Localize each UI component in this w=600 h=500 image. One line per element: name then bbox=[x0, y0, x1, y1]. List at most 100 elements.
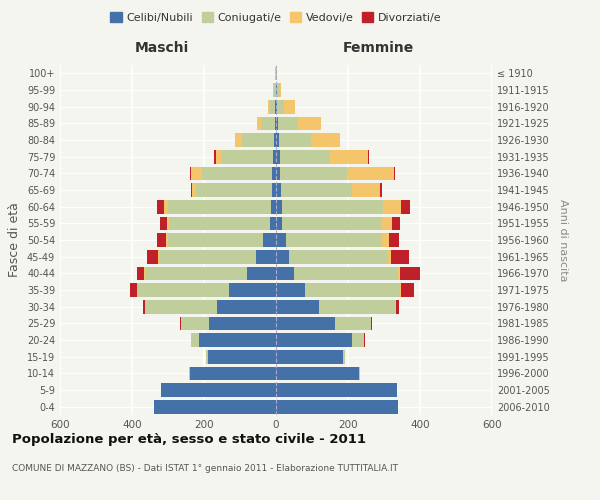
Bar bbox=[191, 183, 192, 197]
Bar bbox=[272, 183, 276, 197]
Bar bbox=[347, 166, 394, 180]
Bar bbox=[209, 316, 276, 330]
Bar bbox=[277, 100, 284, 114]
Bar bbox=[229, 283, 276, 297]
Bar bbox=[289, 250, 388, 264]
Bar bbox=[168, 233, 263, 247]
Bar bbox=[280, 83, 281, 97]
Bar bbox=[199, 333, 276, 347]
Text: Popolazione per età, sesso e stato civile - 2011: Popolazione per età, sesso e stato civil… bbox=[12, 432, 366, 446]
Bar bbox=[145, 300, 217, 314]
Bar bbox=[274, 83, 276, 97]
Bar bbox=[202, 166, 272, 180]
Bar bbox=[167, 216, 169, 230]
Bar bbox=[400, 266, 420, 280]
Bar bbox=[256, 250, 276, 264]
Bar bbox=[330, 150, 368, 164]
Bar bbox=[276, 233, 286, 247]
Bar bbox=[270, 100, 275, 114]
Y-axis label: Fasce di età: Fasce di età bbox=[8, 202, 21, 278]
Bar bbox=[401, 200, 410, 213]
Bar bbox=[305, 283, 400, 297]
Bar bbox=[166, 233, 168, 247]
Bar bbox=[276, 250, 289, 264]
Bar bbox=[319, 300, 395, 314]
Bar bbox=[276, 200, 283, 213]
Bar bbox=[276, 150, 280, 164]
Bar bbox=[281, 183, 352, 197]
Text: Maschi: Maschi bbox=[135, 41, 189, 55]
Bar bbox=[283, 216, 382, 230]
Bar bbox=[276, 283, 305, 297]
Bar bbox=[276, 333, 352, 347]
Bar bbox=[179, 316, 181, 330]
Bar bbox=[398, 266, 400, 280]
Bar bbox=[352, 333, 364, 347]
Bar bbox=[235, 133, 242, 147]
Bar bbox=[276, 400, 398, 413]
Bar bbox=[276, 116, 278, 130]
Bar bbox=[352, 183, 380, 197]
Bar bbox=[144, 266, 145, 280]
Bar bbox=[368, 150, 369, 164]
Bar bbox=[284, 100, 295, 114]
Bar bbox=[158, 250, 159, 264]
Bar bbox=[276, 366, 359, 380]
Bar bbox=[137, 283, 229, 297]
Bar bbox=[276, 133, 279, 147]
Bar bbox=[214, 150, 215, 164]
Bar bbox=[189, 366, 190, 380]
Bar bbox=[206, 350, 208, 364]
Bar bbox=[272, 166, 276, 180]
Bar bbox=[359, 366, 360, 380]
Bar bbox=[157, 200, 164, 213]
Bar bbox=[286, 233, 382, 247]
Bar bbox=[192, 183, 196, 197]
Bar bbox=[164, 200, 168, 213]
Bar bbox=[275, 116, 276, 130]
Legend: Celibi/Nubili, Coniugati/e, Vedovi/e, Divorziati/e: Celibi/Nubili, Coniugati/e, Vedovi/e, Di… bbox=[106, 8, 446, 28]
Bar bbox=[382, 233, 389, 247]
Bar bbox=[343, 350, 346, 364]
Bar bbox=[391, 250, 409, 264]
Bar bbox=[242, 133, 274, 147]
Bar bbox=[276, 183, 281, 197]
Bar bbox=[276, 83, 277, 97]
Bar bbox=[257, 116, 260, 130]
Bar bbox=[268, 100, 270, 114]
Bar bbox=[217, 300, 276, 314]
Bar bbox=[276, 100, 277, 114]
Bar bbox=[371, 316, 373, 330]
Bar bbox=[280, 150, 330, 164]
Bar bbox=[147, 250, 158, 264]
Bar bbox=[274, 133, 276, 147]
Bar bbox=[394, 166, 395, 180]
Bar bbox=[383, 200, 401, 213]
Bar bbox=[181, 316, 209, 330]
Bar bbox=[275, 100, 276, 114]
Bar bbox=[191, 333, 199, 347]
Bar bbox=[400, 283, 401, 297]
Bar bbox=[401, 283, 414, 297]
Bar bbox=[160, 216, 167, 230]
Bar bbox=[221, 150, 273, 164]
Bar bbox=[190, 166, 191, 180]
Bar bbox=[275, 66, 276, 80]
Text: Femmine: Femmine bbox=[343, 41, 413, 55]
Bar bbox=[145, 266, 247, 280]
Bar bbox=[277, 83, 280, 97]
Bar bbox=[271, 200, 276, 213]
Bar bbox=[311, 133, 340, 147]
Bar bbox=[380, 183, 382, 197]
Bar bbox=[276, 166, 280, 180]
Bar bbox=[190, 366, 276, 380]
Bar bbox=[280, 166, 347, 180]
Bar bbox=[208, 350, 276, 364]
Bar bbox=[161, 383, 276, 397]
Bar bbox=[364, 333, 365, 347]
Bar bbox=[273, 150, 276, 164]
Bar bbox=[382, 216, 392, 230]
Bar bbox=[294, 266, 398, 280]
Bar bbox=[276, 266, 294, 280]
Bar bbox=[278, 116, 298, 130]
